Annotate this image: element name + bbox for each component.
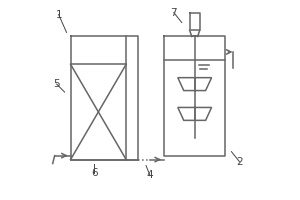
Text: 5: 5 [53,79,60,89]
Text: 6: 6 [91,168,98,178]
Text: 2: 2 [236,157,243,167]
Text: 7: 7 [170,8,177,18]
Text: 4: 4 [147,170,153,180]
Text: 1: 1 [55,10,62,20]
